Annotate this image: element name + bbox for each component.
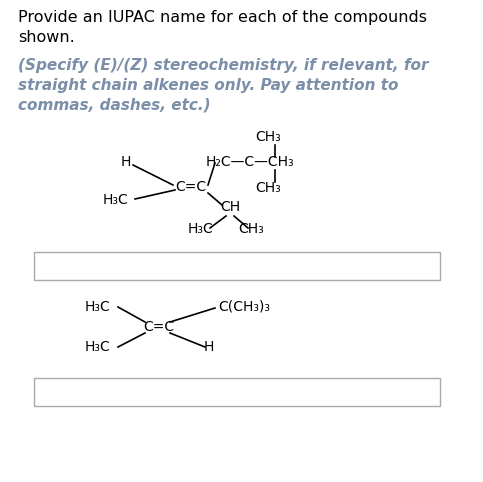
Text: straight chain alkenes only. Pay attention to: straight chain alkenes only. Pay attenti… xyxy=(18,78,398,93)
Text: C=C: C=C xyxy=(175,180,206,194)
Text: shown.: shown. xyxy=(18,30,75,45)
Text: C(CH₃)₃: C(CH₃)₃ xyxy=(218,300,270,314)
Text: Provide an IUPAC name for each of the compounds: Provide an IUPAC name for each of the co… xyxy=(18,10,427,25)
Text: C=C: C=C xyxy=(143,320,174,334)
Text: H₃C: H₃C xyxy=(103,193,129,207)
Text: H₃C: H₃C xyxy=(85,300,111,314)
Text: CH₃: CH₃ xyxy=(255,181,281,195)
Text: CH₃: CH₃ xyxy=(238,222,264,236)
Text: H₂C—C—CH₃: H₂C—C—CH₃ xyxy=(206,155,295,169)
Text: CH: CH xyxy=(220,200,240,214)
Text: CH₃: CH₃ xyxy=(255,130,281,144)
Text: H₃C: H₃C xyxy=(85,340,111,354)
FancyBboxPatch shape xyxy=(34,378,440,406)
FancyBboxPatch shape xyxy=(34,252,440,280)
Text: H: H xyxy=(204,340,214,354)
Text: H₃C: H₃C xyxy=(188,222,214,236)
Text: commas, dashes, etc.): commas, dashes, etc.) xyxy=(18,98,211,113)
Text: H: H xyxy=(121,155,131,169)
Text: (Specify (E)/(Z) stereochemistry, if relevant, for: (Specify (E)/(Z) stereochemistry, if rel… xyxy=(18,58,428,73)
